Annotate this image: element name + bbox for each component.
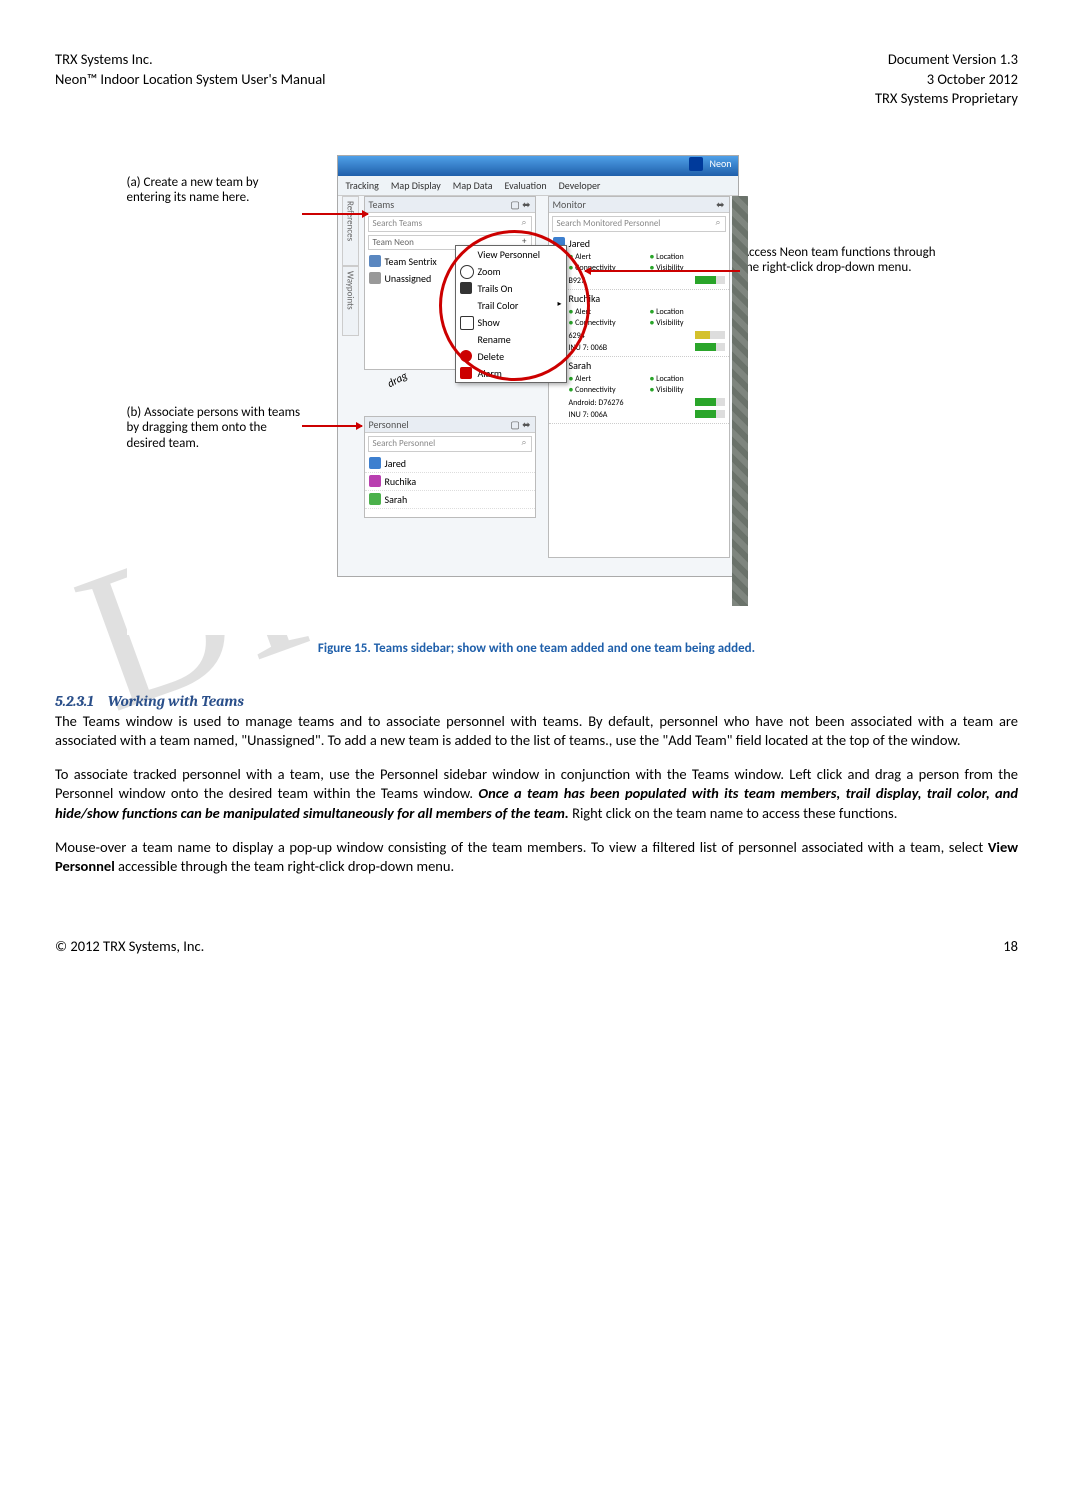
device-id: INU 7: 006A (569, 410, 608, 420)
monitored-person[interactable]: Sarah Alert Location Connectivity Visibility… (549, 357, 729, 424)
arrow-a (302, 213, 368, 215)
sidetab-waypoints[interactable]: Waypoints (342, 266, 359, 336)
tab-tracking[interactable]: Tracking (346, 179, 379, 192)
panel-buttons-icon[interactable]: ▢ ⬌ (510, 418, 530, 431)
person-label: Sarah (385, 493, 408, 506)
sidetab-references[interactable]: References (342, 196, 359, 266)
status-location: Location (650, 252, 725, 262)
search-monitor-input[interactable]: Search Monitored Personnel (552, 216, 726, 232)
signal-bar-icon (695, 398, 725, 406)
personnel-panel: Personnel ▢ ⬌ Search Personnel Jared Ruchi… (364, 416, 536, 518)
status-location: Location (650, 374, 725, 384)
callout-c: Access Neon team functions through the r… (742, 245, 942, 276)
section-heading: 5.2.3.1 Working with Teams (55, 692, 1018, 710)
status-visibility: Visibility (650, 385, 725, 395)
p3-b: accessible through the team right-click … (115, 857, 454, 875)
person-label: Jared (385, 457, 407, 470)
monitor-panel: Monitor ⬌ Search Monitored Personnel Jare… (548, 196, 730, 558)
hdr-proprietary: TRX Systems Proprietary (875, 89, 1018, 109)
section-title: Working with Teams (108, 692, 244, 710)
paragraph-2: To associate tracked personnel with a te… (55, 765, 1018, 824)
person-icon (369, 493, 381, 505)
map-background (732, 196, 748, 606)
status-alert: Alert (569, 252, 644, 262)
team-label: Unassigned (385, 272, 432, 285)
person-name: Jared (569, 237, 591, 250)
hdr-docversion: Document Version 1.3 (875, 50, 1018, 70)
page-header: TRX Systems Inc. Neon™ Indoor Location S… (55, 50, 1018, 109)
hdr-product: Neon™ Indoor Location System User's Manu… (55, 70, 326, 90)
person-row[interactable]: Jared (365, 455, 535, 473)
device-id: Android: D76276 (569, 398, 624, 408)
highlight-circle (439, 230, 590, 381)
status-visibility: Visibility (650, 318, 725, 328)
paragraph-3: Mouse-over a team name to display a pop-… (55, 838, 1018, 877)
person-label: Ruchika (385, 475, 417, 488)
ribbon-tabs: Tracking Map Display Map Data Evaluation… (338, 176, 738, 196)
panel-buttons-icon[interactable]: ▢ ⬌ (510, 198, 530, 211)
signal-bar-icon (695, 331, 725, 339)
teams-panel-title: Teams (369, 198, 395, 211)
window-titlebar[interactable]: Neon (338, 156, 738, 176)
person-name: Sarah (569, 359, 592, 372)
arrow-b (302, 425, 362, 427)
status-connectivity: Connectivity (569, 385, 644, 395)
search-personnel-input[interactable]: Search Personnel (368, 436, 532, 452)
figure-screenshot: (a) Create a new team by entering its na… (127, 115, 947, 635)
personnel-panel-title: Personnel (369, 418, 409, 431)
footer-page: 18 (1003, 937, 1018, 955)
team-icon (369, 272, 381, 284)
tab-map-display[interactable]: Map Display (391, 179, 441, 192)
search-teams-input[interactable]: Search Teams (368, 216, 532, 232)
team-icon (369, 255, 381, 267)
person-row[interactable]: Sarah (365, 491, 535, 509)
window-title: Neon (710, 157, 732, 170)
person-icon (369, 475, 381, 487)
p3-a: Mouse-over a team name to display a pop-… (55, 838, 988, 856)
paragraph-1: The Teams window is used to manage teams… (55, 712, 1018, 751)
section-number: 5.2.3.1 (55, 692, 94, 710)
page-footer: © 2012 TRX Systems, Inc. 18 (55, 937, 1018, 955)
neon-logo-icon (689, 157, 703, 171)
person-icon (369, 457, 381, 469)
tab-evaluation[interactable]: Evaluation (505, 179, 547, 192)
footer-copyright: © 2012 TRX Systems, Inc. (55, 937, 204, 955)
callout-b: (b) Associate persons with teams by drag… (127, 405, 302, 452)
tab-map-data[interactable]: Map Data (453, 179, 493, 192)
status-alert: Alert (569, 374, 644, 384)
signal-bar-icon (695, 343, 725, 351)
status-location: Location (650, 307, 725, 317)
figure-caption: Figure 15. Teams sidebar; show with one … (55, 641, 1018, 656)
arrow-c (585, 270, 740, 272)
signal-bar-icon (695, 276, 725, 284)
callout-a: (a) Create a new team by entering its na… (127, 175, 302, 206)
tab-developer[interactable]: Developer (559, 179, 601, 192)
p2-b: Right click on the team name to access t… (569, 804, 898, 822)
panel-pin-icon[interactable]: ⬌ (716, 198, 724, 211)
team-label: Team Sentrix (385, 255, 437, 268)
hdr-company: TRX Systems Inc. (55, 50, 326, 70)
signal-bar-icon (695, 410, 725, 418)
person-row[interactable]: Ruchika (365, 473, 535, 491)
hdr-date: 3 October 2012 (875, 70, 1018, 90)
monitor-panel-title: Monitor (553, 198, 586, 211)
